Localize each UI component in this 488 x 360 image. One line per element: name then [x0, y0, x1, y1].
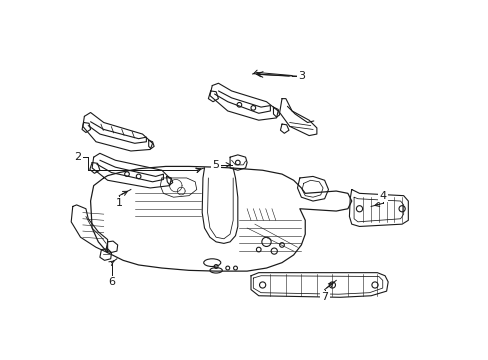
Text: 2: 2 [75, 152, 81, 162]
Text: 5: 5 [212, 160, 219, 170]
Text: 4: 4 [378, 191, 386, 201]
Text: 3: 3 [297, 71, 304, 81]
Text: 7: 7 [321, 292, 327, 302]
Text: 6: 6 [108, 277, 115, 287]
Text: 1: 1 [116, 198, 122, 208]
